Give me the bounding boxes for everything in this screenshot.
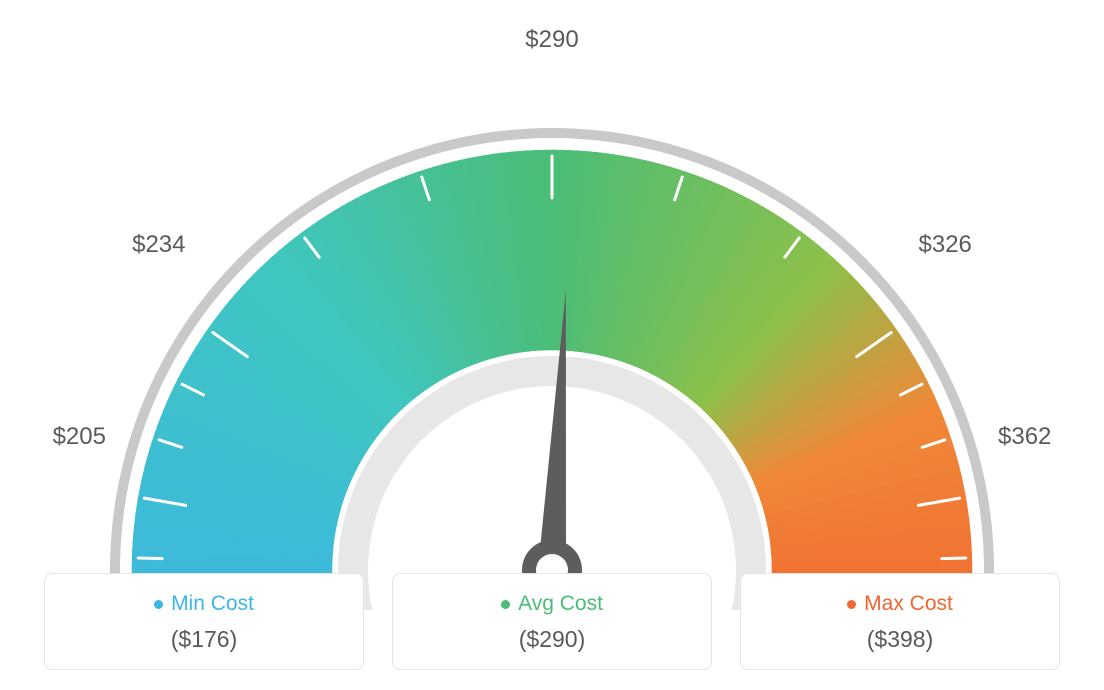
legend-row: Min Cost ($176) Avg Cost ($290) Max Cost…: [0, 573, 1104, 670]
gauge-svg: [0, 50, 1104, 610]
legend-dot-min: [154, 600, 163, 609]
legend-dot-max: [847, 600, 856, 609]
legend-title-min: Min Cost: [154, 592, 254, 616]
legend-card-avg: Avg Cost ($290): [392, 573, 712, 670]
gauge-tick-label: $290: [525, 26, 578, 54]
gauge-tick-label: $205: [53, 423, 106, 451]
gauge-chart: $176$205$234$290$326$362$398: [0, 0, 1104, 560]
legend-title-max: Max Cost: [847, 592, 953, 616]
legend-label-max: Max Cost: [864, 592, 953, 616]
legend-card-max: Max Cost ($398): [740, 573, 1060, 670]
gauge-tick-label: $326: [918, 231, 971, 259]
legend-label-min: Min Cost: [171, 592, 254, 616]
gauge-tick-label: $362: [998, 423, 1051, 451]
legend-value-min: ($176): [55, 626, 353, 653]
legend-value-avg: ($290): [403, 626, 701, 653]
legend-dot-avg: [501, 600, 510, 609]
legend-label-avg: Avg Cost: [518, 592, 603, 616]
legend-title-avg: Avg Cost: [501, 592, 603, 616]
gauge-tick-label: $234: [132, 231, 185, 259]
legend-value-max: ($398): [751, 626, 1049, 653]
legend-card-min: Min Cost ($176): [44, 573, 364, 670]
